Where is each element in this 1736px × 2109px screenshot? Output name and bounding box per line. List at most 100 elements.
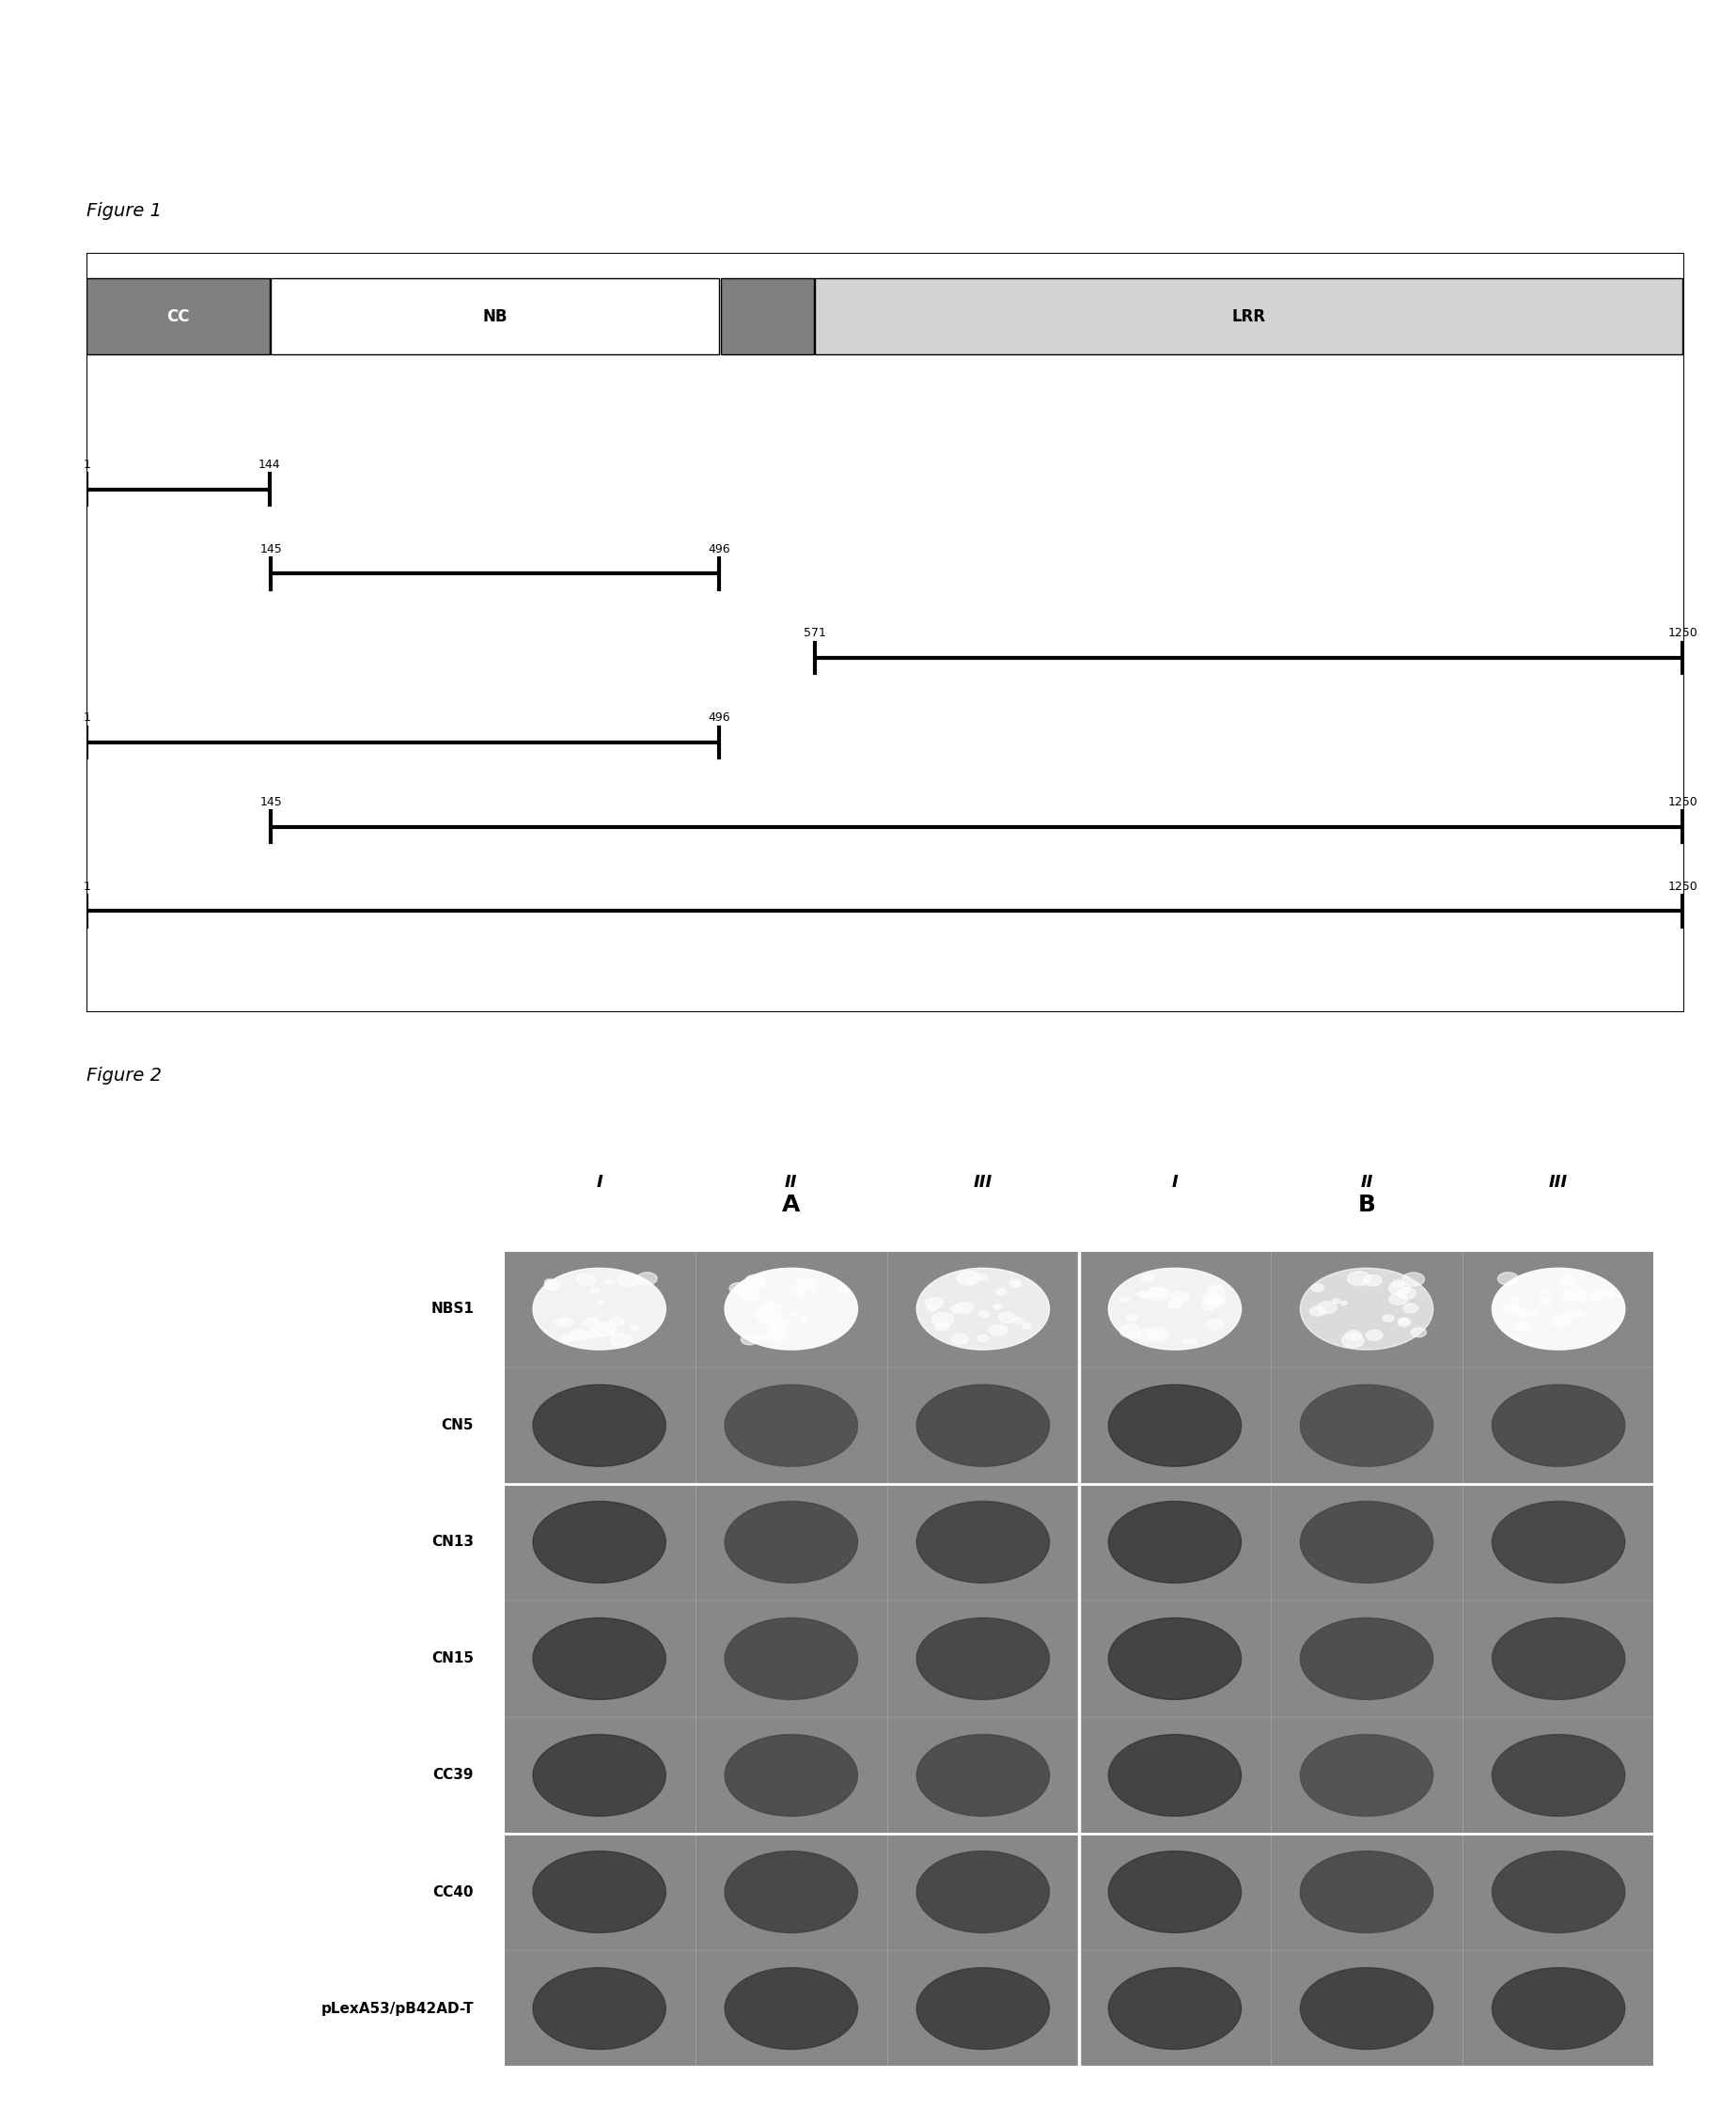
Circle shape (583, 1318, 601, 1329)
Bar (503, 1367, 694, 1485)
Circle shape (1575, 1312, 1583, 1318)
Bar (1271, 1367, 1462, 1485)
Circle shape (597, 1301, 604, 1305)
Circle shape (951, 1305, 962, 1312)
Bar (694, 1251, 887, 1367)
Circle shape (917, 1268, 1049, 1350)
Text: 571: 571 (804, 626, 826, 639)
Circle shape (1559, 1276, 1576, 1284)
Text: NBS1: NBS1 (431, 1301, 474, 1316)
Circle shape (993, 1303, 1002, 1310)
Bar (1080, 1367, 1271, 1485)
Circle shape (533, 1968, 667, 2050)
Circle shape (533, 1502, 667, 1584)
Circle shape (609, 1333, 634, 1348)
Text: pLexA53/pB42AD-T: pLexA53/pB42AD-T (321, 2001, 474, 2016)
Circle shape (917, 1734, 1049, 1816)
Text: 1250: 1250 (1668, 626, 1698, 639)
Circle shape (1491, 1268, 1625, 1350)
Circle shape (1491, 1852, 1625, 1932)
Circle shape (1509, 1305, 1522, 1314)
Circle shape (762, 1314, 781, 1327)
Bar (1271, 1251, 1462, 1367)
Circle shape (543, 1280, 561, 1291)
Circle shape (1568, 1297, 1575, 1301)
Circle shape (769, 1318, 783, 1329)
Circle shape (1517, 1310, 1529, 1318)
Circle shape (769, 1318, 790, 1331)
Circle shape (1187, 1339, 1196, 1343)
Circle shape (951, 1335, 969, 1343)
Circle shape (1550, 1314, 1571, 1327)
Circle shape (1318, 1301, 1337, 1314)
Circle shape (1212, 1297, 1224, 1303)
Text: CC: CC (167, 308, 189, 325)
Circle shape (1201, 1301, 1217, 1310)
Text: NB: NB (483, 308, 507, 325)
Circle shape (750, 1278, 766, 1289)
Circle shape (545, 1278, 556, 1284)
Text: II: II (785, 1173, 797, 1189)
Bar (887, 1717, 1080, 1833)
Circle shape (1127, 1314, 1137, 1320)
Circle shape (585, 1329, 601, 1337)
Circle shape (1108, 1734, 1241, 1816)
Bar (1271, 1833, 1462, 1951)
Circle shape (533, 1268, 667, 1350)
Circle shape (917, 1618, 1049, 1700)
Circle shape (1137, 1291, 1147, 1297)
Bar (694, 1833, 887, 1951)
Circle shape (606, 1278, 613, 1284)
Text: 1250: 1250 (1668, 879, 1698, 892)
Bar (1080, 1833, 1271, 1951)
Bar (503, 1485, 694, 1601)
Circle shape (795, 1278, 816, 1291)
Bar (694, 1951, 887, 2067)
Circle shape (800, 1318, 807, 1322)
Circle shape (1491, 1968, 1625, 2050)
Circle shape (726, 1968, 858, 2050)
Circle shape (1207, 1320, 1224, 1331)
Text: CC39: CC39 (432, 1767, 474, 1782)
Text: CN15: CN15 (432, 1651, 474, 1666)
Circle shape (1300, 1968, 1434, 2050)
Circle shape (917, 1968, 1049, 2050)
Circle shape (726, 1268, 858, 1350)
Circle shape (1588, 1291, 1604, 1299)
Bar (1080, 1251, 1271, 1367)
Bar (503, 1833, 694, 1951)
Circle shape (790, 1312, 797, 1316)
Circle shape (1363, 1274, 1382, 1286)
Circle shape (1397, 1318, 1411, 1327)
Circle shape (799, 1280, 812, 1289)
Circle shape (533, 1618, 667, 1700)
Circle shape (1207, 1295, 1226, 1305)
Circle shape (557, 1316, 573, 1327)
Circle shape (990, 1324, 1007, 1335)
Circle shape (838, 1289, 847, 1295)
Circle shape (1347, 1272, 1370, 1286)
Text: 1250: 1250 (1668, 795, 1698, 808)
Text: CN5: CN5 (441, 1419, 474, 1432)
Circle shape (1300, 1386, 1434, 1466)
Circle shape (1108, 1618, 1241, 1700)
Circle shape (1399, 1318, 1408, 1324)
Circle shape (729, 1282, 748, 1295)
Circle shape (726, 1502, 858, 1584)
Circle shape (1491, 1734, 1625, 1816)
Circle shape (1108, 1502, 1241, 1584)
Circle shape (1491, 1502, 1625, 1584)
Circle shape (1503, 1301, 1519, 1312)
Circle shape (1010, 1280, 1021, 1286)
Circle shape (609, 1316, 625, 1327)
Circle shape (1207, 1284, 1224, 1295)
Bar (87, 278, 269, 354)
Circle shape (957, 1272, 981, 1284)
Bar (887, 1833, 1080, 1951)
Bar (887, 1951, 1080, 2067)
Circle shape (1599, 1289, 1614, 1299)
Bar (887, 1367, 1080, 1485)
Circle shape (1576, 1295, 1587, 1301)
Bar (1462, 1251, 1654, 1367)
Circle shape (755, 1310, 774, 1320)
